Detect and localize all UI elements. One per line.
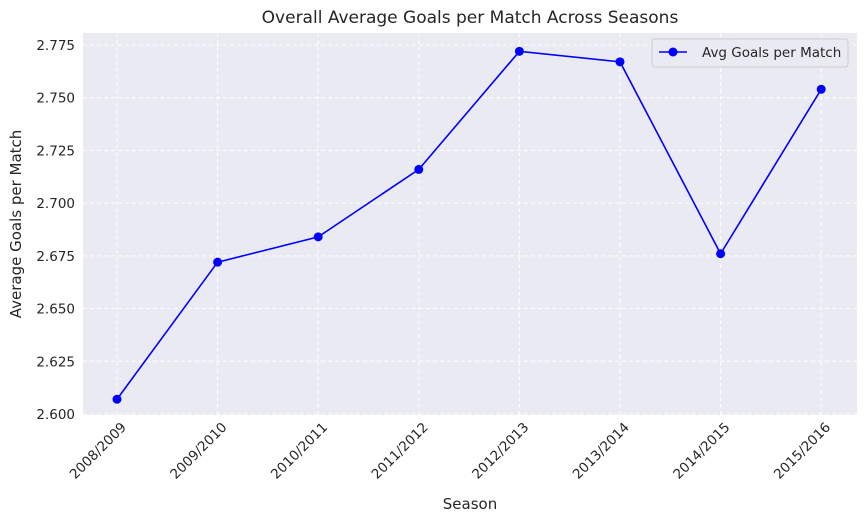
x-tick-label: 2011/2012 (369, 420, 432, 483)
y-tick-label: 2.750 (36, 91, 75, 107)
data-point (816, 84, 826, 94)
x-tick-label: 2013/2014 (570, 420, 633, 483)
plot-background (83, 33, 857, 415)
chart-title: Overall Average Goals per Match Across S… (262, 8, 679, 28)
y-tick-label: 2.700 (36, 196, 75, 212)
legend-box (651, 38, 849, 68)
series-line (116, 50, 822, 400)
legend-label: Avg Goals per Match (702, 45, 841, 61)
x-tick-label: 2008/2009 (67, 420, 130, 483)
x-tick-label: 2014/2015 (670, 420, 733, 483)
y-tick-label: 2.675 (36, 249, 75, 265)
y-tick-label: 2.600 (36, 407, 75, 423)
y-tick-label: 2.725 (36, 143, 75, 159)
data-point (313, 232, 323, 242)
grid-lines (83, 33, 857, 415)
x-tick-label: 2012/2013 (469, 420, 532, 483)
x-tick-label: 2009/2010 (167, 420, 230, 483)
y-tick-label: 2.775 (36, 38, 75, 54)
x-tick-labels: 2008/2009 2009/2010 2010/2011 2011/2012 2012… (67, 420, 834, 483)
legend-point-marker (668, 47, 678, 57)
data-point (213, 257, 223, 267)
x-tick-label: 2010/2011 (268, 420, 331, 483)
y-tick-label: 2.650 (36, 302, 75, 318)
x-axis-label: Season (443, 495, 497, 513)
data-point (414, 164, 424, 174)
data-point (112, 394, 122, 404)
y-axis-label: Average Goals per Match (7, 130, 25, 319)
data-point (615, 57, 625, 67)
data-point (716, 249, 726, 259)
legend: Avg Goals per Match (651, 38, 849, 68)
y-tick-labels: 2.600 2.625 2.650 2.675 2.700 2.725 2.750 2.775 (36, 38, 75, 423)
x-tick-label: 2015/2016 (771, 420, 834, 483)
data-point (514, 46, 524, 56)
series-layer (112, 46, 826, 404)
y-tick-label: 2.625 (36, 354, 75, 370)
